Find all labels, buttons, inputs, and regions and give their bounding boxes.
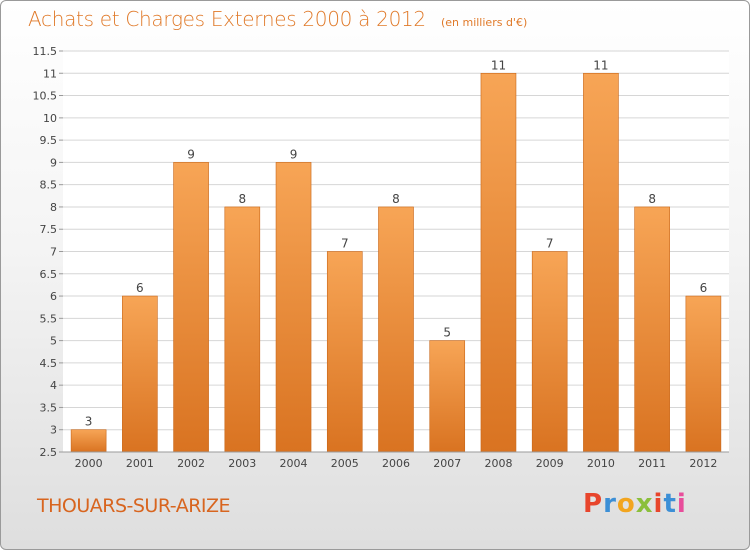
bar-value-label: 7: [546, 237, 554, 251]
x-axis-tick-labels: 2000 2001 2002 2003 2004 2005 2006 2007 2008 2009…: [75, 457, 718, 470]
x-tick-label: 2009: [536, 457, 564, 470]
bar-value-label: 6: [136, 281, 144, 295]
logo-letter: r: [603, 489, 617, 519]
logo-letter: P: [583, 489, 604, 519]
bar-2011: [634, 206, 670, 453]
y-tick-label: 2.5: [40, 446, 58, 459]
bar-value-label: 9: [290, 147, 298, 161]
y-axis-tick-labels: 2.5 3 3.5 4 4.5 5 5.5 6 6.5 7 7.5 8 8.5 9 9.5 10 10.5 11 1…: [33, 45, 58, 459]
bar-value-label: 7: [341, 237, 349, 251]
bar-value-labels: 3 6 9 8 9 7 8 5 11 7 11 8 6: [85, 58, 707, 428]
y-tick-label: 11.5: [33, 45, 58, 58]
bar-2004: [275, 162, 312, 453]
bar-2010: [583, 72, 619, 453]
bar-value-label: 5: [443, 326, 451, 340]
bar-2001: [122, 295, 158, 453]
bar-value-label: 8: [238, 192, 246, 206]
bar-2007: [429, 340, 466, 453]
y-tick-label: 10: [43, 112, 57, 125]
y-tick-label: 8: [50, 201, 57, 214]
x-tick-label: 2001: [126, 457, 154, 470]
logo-letter: i: [653, 489, 664, 519]
bar-2006: [378, 206, 414, 453]
bar-2002: [173, 162, 209, 453]
y-tick-label: 7: [50, 246, 57, 259]
y-tick-label: 4.5: [40, 357, 58, 370]
bars: [70, 72, 722, 453]
bar-value-label: 3: [85, 415, 93, 429]
bar-value-label: 8: [648, 192, 656, 206]
y-tick-label: 9: [50, 156, 57, 169]
bar-2005: [326, 251, 363, 453]
logo-letter: i: [676, 489, 687, 519]
bar-2012: [685, 295, 722, 453]
x-tick-label: 2004: [280, 457, 308, 470]
bar-2008: [480, 72, 517, 453]
bar-value-label: 8: [392, 192, 400, 206]
logo-letter: x: [635, 489, 654, 519]
y-tick-label: 6: [50, 290, 57, 303]
logo-letter: t: [663, 489, 677, 519]
y-tick-label: 9.5: [40, 134, 58, 147]
x-tick-label: 2003: [228, 457, 256, 470]
y-tick-label: 5.5: [40, 312, 58, 325]
x-tick-label: 2006: [382, 457, 410, 470]
bar-value-label: 11: [491, 58, 506, 72]
bar-value-label: 11: [593, 58, 608, 72]
y-tick-label: 11: [43, 67, 57, 80]
y-tick-label: 3.5: [40, 401, 58, 414]
bar-value-label: 6: [700, 281, 708, 295]
y-tick-label: 8.5: [40, 179, 58, 192]
x-tick-label: 2012: [689, 457, 717, 470]
chart-subtitle: (en milliers d'€): [440, 16, 528, 29]
chart-title: Achats et Charges Externes 2000 à 2012: [28, 7, 426, 31]
commune-name: THOUARS-SUR-ARIZE: [37, 495, 231, 517]
x-tick-label: 2000: [75, 457, 103, 470]
logo-letter: o: [616, 489, 636, 519]
y-tick-label: 4: [50, 379, 57, 392]
bar-2003: [224, 206, 261, 453]
x-tick-label: 2002: [177, 457, 205, 470]
proxiti-logo[interactable]: Proxiti: [583, 489, 687, 519]
x-tick-label: 2005: [331, 457, 359, 470]
y-tick-label: 5: [50, 335, 57, 348]
y-tick-label: 3: [50, 424, 57, 437]
x-tick-label: 2010: [587, 457, 615, 470]
x-tick-label: 2008: [484, 457, 512, 470]
y-tick-label: 6.5: [40, 268, 58, 281]
y-tick-label: 10.5: [33, 90, 58, 103]
bar-value-label: 9: [187, 147, 195, 161]
title-row: Achats et Charges Externes 2000 à 2012 (…: [28, 7, 527, 31]
bar-2009: [531, 251, 568, 453]
bar-2000: [70, 429, 107, 453]
x-tick-label: 2007: [433, 457, 461, 470]
x-tick-label: 2011: [638, 457, 666, 470]
y-tick-label: 7.5: [40, 223, 58, 236]
